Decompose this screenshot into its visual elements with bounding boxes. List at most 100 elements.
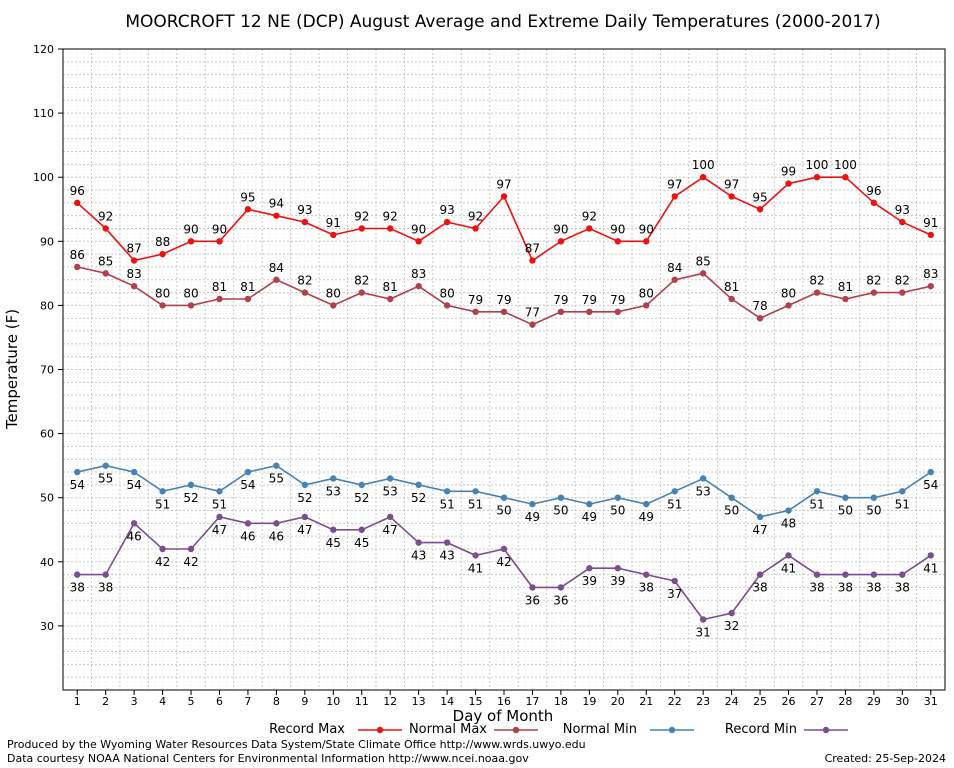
data-point-record-max [330,231,337,239]
data-label-normal-min: 51 [667,497,682,511]
data-label-record-max: 91 [326,216,341,230]
data-point-normal-min [614,494,622,501]
x-tick-label: 29 [867,695,881,708]
data-point-record-max [643,238,650,245]
x-tick-label: 19 [582,695,596,708]
data-point-normal-max [102,270,109,277]
data-label-record-max: 90 [183,222,198,236]
data-point-record-max [785,180,792,187]
data-label-record-min: 38 [98,581,113,595]
data-point-normal-max [643,302,650,309]
data-label-record-max: 95 [752,190,767,204]
data-label-record-min: 43 [411,549,426,563]
data-point-record-max [159,250,166,258]
data-point-record-max [273,212,280,219]
data-label-record-max: 92 [98,209,113,223]
data-point-record-min [102,571,109,578]
data-point-normal-max [244,295,252,303]
data-point-record-min [785,552,792,559]
data-point-record-max [813,174,821,181]
data-label-normal-min: 52 [183,491,198,505]
data-label-record-min: 41 [923,561,938,575]
footer-data-courtesy: Data courtesy NOAA National Centers for … [7,752,529,765]
data-point-record-max [529,257,536,264]
data-point-normal-max [415,282,422,290]
data-label-normal-max: 80 [439,286,454,300]
data-label-record-max: 99 [781,165,796,179]
data-label-record-max: 97 [667,177,682,191]
data-point-normal-min [330,475,337,482]
data-point-record-max [927,231,934,239]
data-label-normal-max: 79 [553,293,568,307]
data-label-normal-max: 84 [269,261,284,275]
data-point-record-max [415,238,422,245]
data-point-normal-min [74,468,81,476]
data-label-normal-max: 83 [923,267,938,281]
data-label-record-max: 93 [297,203,312,217]
data-label-normal-min: 52 [297,491,312,505]
data-point-normal-max [728,295,735,303]
data-label-record-max: 90 [553,222,568,236]
data-label-record-min: 36 [525,593,540,607]
data-label-normal-min: 49 [639,510,654,524]
data-point-record-max [244,206,252,213]
data-label-normal-max: 79 [468,293,483,307]
data-point-record-min [500,545,508,553]
data-label-normal-min: 50 [610,504,625,518]
data-label-record-min: 39 [610,574,625,588]
data-point-normal-max [472,308,479,316]
data-label-normal-min: 51 [468,497,483,511]
legend-marker-normal-max [512,726,520,734]
data-point-record-min [586,565,593,572]
data-point-record-min [842,571,849,578]
x-tick-label: 7 [244,695,251,708]
x-tick-label: 9 [301,695,308,708]
legend-marker-record-max [376,726,384,734]
data-label-normal-max: 80 [326,286,341,300]
data-point-record-min [358,526,365,533]
data-label-record-max: 92 [354,209,369,223]
chart-title: MOORCROFT 12 NE (DCP) August Average and… [125,12,880,32]
data-label-normal-min: 51 [212,497,227,511]
data-point-normal-max [386,295,394,303]
data-point-normal-min [358,481,365,489]
data-point-record-max [500,193,508,200]
grid [63,49,945,690]
data-label-normal-min: 49 [525,510,540,524]
series-normal-min: 54 55 54 51 52 51 54 55 52 53 52 53 52 51 51 50 49 50 49 50… [70,462,938,537]
data-point-record-max [728,193,735,200]
data-label-normal-max: 82 [809,274,824,288]
data-point-normal-min [813,488,821,495]
data-label-normal-max: 86 [70,248,85,262]
data-label-normal-min: 51 [895,497,910,511]
data-label-normal-min: 50 [553,504,568,518]
data-label-record-min: 47 [383,523,398,537]
y-tick-label: 80 [40,299,54,312]
data-point-normal-max [358,289,365,296]
data-label-normal-max: 81 [240,280,255,294]
data-label-normal-min: 53 [696,484,711,498]
data-point-record-min [330,526,337,533]
data-point-record-min [301,513,309,521]
data-label-normal-min: 48 [781,517,796,531]
data-label-normal-min: 54 [240,478,255,492]
data-point-normal-min [244,468,252,476]
data-label-record-max: 92 [582,209,597,223]
data-point-record-min [159,545,166,553]
data-point-record-max [842,174,849,181]
data-point-normal-max [699,270,707,277]
y-tick-label: 110 [33,107,54,120]
data-label-normal-max: 85 [696,254,711,268]
data-point-record-max [870,199,878,207]
data-point-record-max [699,174,707,181]
legend-label-normal-max: Normal Max [409,722,487,737]
data-point-normal-min [216,488,223,495]
data-point-record-max [130,257,138,264]
x-tick-label: 17 [525,695,539,708]
data-point-normal-max [614,308,622,316]
data-label-record-max: 90 [610,222,625,236]
data-point-record-min [813,571,821,578]
data-point-record-max [358,225,365,232]
x-tick-label: 6 [216,695,223,708]
